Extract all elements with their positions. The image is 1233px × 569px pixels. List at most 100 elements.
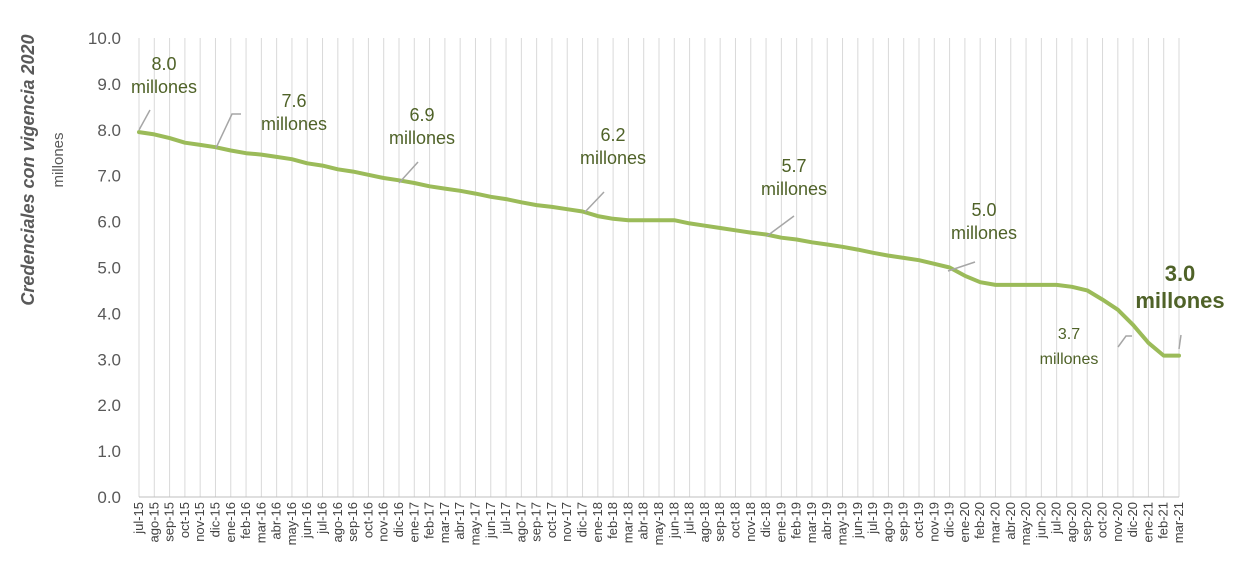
x-tick-label: feb-21 [1156,502,1171,539]
series-line [137,130,1181,358]
x-tick-label: abr-19 [819,502,834,540]
y-tick-label: 9.0 [97,75,121,94]
grid-lines [138,38,1180,497]
annotation-leader [766,215,795,237]
annotation-unit: millones [1040,351,1099,368]
x-tick-label: feb-20 [972,502,987,539]
x-tick-label: ene-18 [590,502,605,542]
annotation-unit: millones [389,128,455,148]
x-tick-label: jun-16 [299,502,314,539]
x-tick-label: feb-16 [238,502,253,539]
x-tick-label: feb-18 [605,502,620,539]
annotation-leader [1178,334,1182,350]
x-tick-label: dic-20 [1125,502,1140,537]
x-tick-label: mar-16 [253,502,268,543]
x-tick-label: nov-15 [192,502,207,542]
x-tick-label: sep-16 [345,502,360,542]
annotation-value: 7.6 [281,91,306,111]
y-tick-label: 6.0 [97,213,121,232]
x-tick-label: ene-19 [773,502,788,542]
x-tick-label: nov-18 [743,502,758,542]
x-tick-label: ene-16 [223,502,238,542]
y-tick-label: 5.0 [97,259,121,278]
annotation-value: 5.7 [781,156,806,176]
x-tick-label: jul-19 [865,502,880,535]
x-tick-label: nov-17 [559,502,574,542]
annotations: 8.0 millones 7.6 millones 6.9 millones 6.2 mill… [131,54,1225,368]
x-tick-label: jun-19 [850,502,865,539]
annotation-unit: millones [261,114,327,134]
y-axis-unit: millones [50,132,67,187]
x-tick-label: may-16 [284,502,299,545]
x-tick-label: nov-19 [926,502,941,542]
x-tick-label: sep-18 [712,502,727,542]
y-tick-label: 2.0 [97,396,121,415]
x-tick-label: ago-18 [697,502,712,542]
annotation-value: 6.9 [409,105,434,125]
x-tick-label: ago-20 [1064,502,1079,542]
x-tick-label: sep-17 [529,502,544,542]
x-tick-label: mar-21 [1171,502,1186,543]
x-tick-label: feb-17 [422,502,437,539]
annotation-value: 5.0 [971,200,996,220]
annotation-value: 8.0 [151,54,176,74]
x-tick-label: ene-20 [957,502,972,542]
x-tick-label: ago-17 [513,502,528,542]
annotation-leader [1117,335,1132,348]
annotation-value: 3.0 [1165,261,1196,286]
x-tick-label: dic-17 [575,502,590,537]
annotation-unit: millones [131,77,197,97]
x-tick-label: may-19 [835,502,850,545]
x-tick-label: ago-19 [880,502,895,542]
annotation-leader [584,191,605,213]
annotation-unit: millones [1135,288,1224,313]
x-tick-label: sep-15 [162,502,177,542]
x-tick-label: dic-19 [942,502,957,537]
x-tick-label: jul-20 [1049,502,1064,535]
x-tick-label: mar-18 [620,502,635,543]
x-tick-label: mar-19 [804,502,819,543]
x-tick-label: ago-15 [146,502,161,542]
x-tick-label: dic-18 [758,502,773,537]
x-tick-label: abr-16 [269,502,284,540]
x-tick-label: ene-17 [406,502,421,542]
x-tick-label: may-20 [1018,502,1033,545]
x-tick-label: nov-20 [1110,502,1125,542]
x-tick-label: may-18 [651,502,666,545]
x-tick-label: abr-18 [636,502,651,540]
x-tick-label: ene-21 [1140,502,1155,542]
x-tick-label: jun-18 [666,502,681,539]
x-tick-label: sep-20 [1079,502,1094,542]
x-tick-label: dic-15 [207,502,222,537]
annotation-value: 6.2 [600,125,625,145]
y-tick-label: 7.0 [97,167,121,186]
x-tick-label: dic-16 [391,502,406,537]
y-tick-label: 4.0 [97,304,121,323]
x-tick-label: jul-16 [315,502,330,535]
x-tick-label: feb-19 [789,502,804,539]
y-axis-title: Credenciales con vigencia 2020 [18,34,38,305]
x-tick-label: oct-20 [1095,502,1110,538]
annotation-unit: millones [951,223,1017,243]
x-tick-label: jul-15 [131,502,146,535]
y-tick-label: 3.0 [97,350,121,369]
x-tick-label: may-17 [467,502,482,545]
x-tick-label: oct-16 [360,502,375,538]
y-tick-label: 10.0 [88,29,121,48]
x-tick-label: sep-19 [896,502,911,542]
annotation-leader [398,161,419,184]
x-axis-ticks: jul-15 ago-15 sep-15 oct-15 nov-15 dic-15 ene-… [131,502,1186,545]
annotation-leader [947,261,976,272]
x-tick-label: oct-15 [177,502,192,538]
annotation-leader [138,109,151,131]
x-tick-label: abr-20 [1003,502,1018,540]
x-tick-label: oct-18 [727,502,742,538]
x-tick-label: nov-16 [376,502,391,542]
x-tick-label: oct-19 [911,502,926,538]
y-tick-label: 1.0 [97,442,121,461]
y-axis-ticks: 0.0 1.0 2.0 3.0 4.0 5.0 6.0 7.0 8.0 9.0 10.0 [88,29,121,507]
y-tick-label: 8.0 [97,121,121,140]
annotation-unit: millones [761,179,827,199]
annotation-leader [215,113,241,149]
